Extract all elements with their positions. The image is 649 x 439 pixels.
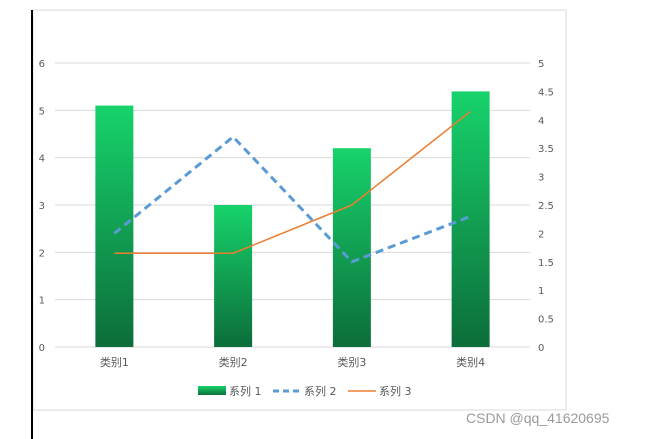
bar-series1-类别1 (95, 105, 134, 347)
left-tick-label: 2 (39, 248, 45, 259)
category-label: 类别2 (219, 355, 248, 369)
right-tick-label: 0 (538, 343, 544, 354)
right-tick-label: 1 (538, 286, 544, 297)
right-tick-label: 2 (538, 229, 544, 240)
legend-label: 系列 3 (379, 384, 412, 398)
line-series2 (113, 135, 472, 264)
legend-swatch-bar (198, 386, 226, 395)
right-tick-label: 3 (538, 173, 544, 184)
right-tick-label: 4.5 (538, 87, 554, 98)
right-axis-ticks: 0 0.5 1 1.5 2 2.5 3 3.5 4 4.5 5 (538, 59, 554, 354)
category-axis-labels: 类别1 类别2 类别3 类别4 (100, 355, 485, 369)
gridlines (55, 62, 530, 348)
category-label: 类别4 (456, 355, 485, 369)
legend-label: 系列 2 (304, 384, 337, 398)
left-tick-label: 3 (39, 201, 45, 212)
bar-series1-类别4 (451, 91, 490, 348)
left-tick-label: 5 (39, 106, 45, 117)
left-tick-label: 6 (39, 59, 45, 70)
left-axis-ticks: 0 1 2 3 4 5 6 (39, 59, 45, 354)
right-tick-label: 4 (538, 116, 544, 127)
category-label: 类别1 (100, 355, 129, 369)
left-tick-label: 1 (39, 296, 45, 307)
right-tick-label: 0.5 (538, 315, 554, 326)
right-tick-label: 5 (538, 59, 544, 70)
right-tick-label: 1.5 (538, 258, 554, 269)
watermark: CSDN @qq_41620695 (466, 410, 610, 426)
series-lines (113, 110, 472, 264)
left-tick-label: 0 (39, 343, 45, 354)
bar-series1-类别2 (214, 205, 253, 347)
legend-label: 系列 1 (229, 384, 262, 398)
left-tick-label: 4 (39, 154, 45, 165)
category-label: 类别3 (337, 355, 366, 369)
line-series3 (114, 110, 472, 255)
legend: 系列 1 系列 2 系列 3 (198, 384, 412, 398)
bars (95, 91, 490, 348)
right-tick-label: 2.5 (538, 201, 554, 212)
right-tick-label: 3.5 (538, 144, 554, 155)
